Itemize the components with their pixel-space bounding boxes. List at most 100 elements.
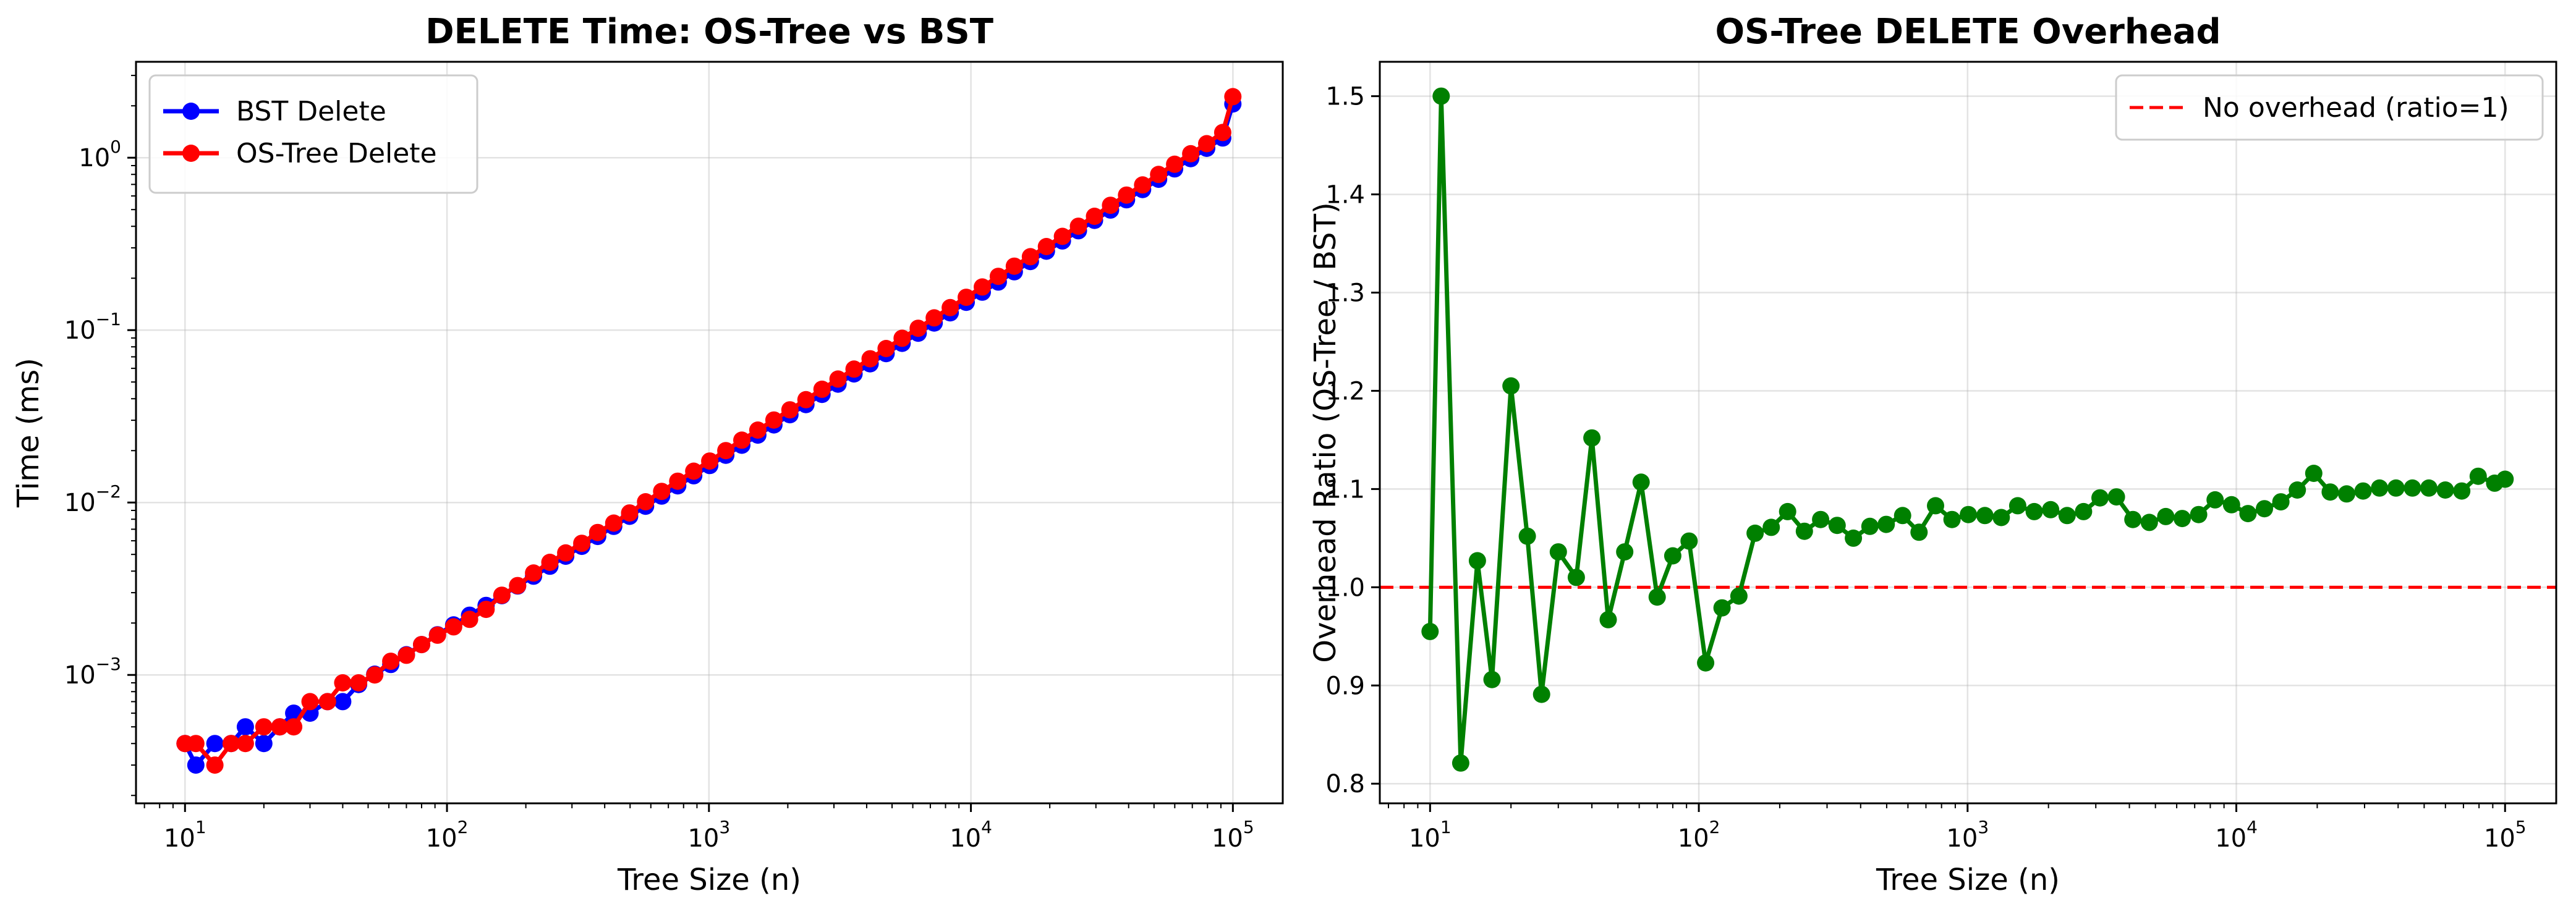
right-chart-x-axis-label: Tree Size (n): [1876, 863, 2060, 897]
right-chart-data-point: [2140, 514, 2158, 531]
right-chart-data-point: [1483, 670, 1501, 688]
left-chart-legend-box: [148, 74, 478, 194]
left-chart-data-point: [428, 626, 446, 644]
right-chart-data-point: [1518, 527, 1536, 545]
right-chart-data-point: [1549, 543, 1567, 561]
left-chart-data-point: [206, 756, 224, 774]
left-chart-data-point: [1198, 135, 1215, 153]
left-chart-data-point: [350, 674, 368, 691]
right-chart-data-point: [2025, 502, 2043, 520]
left-chart-data-point: [573, 535, 591, 552]
right-chart-data-point: [1828, 517, 1846, 535]
left-chart-data-point: [397, 646, 415, 664]
right-chart-y-tick-label: 1.4: [1325, 181, 1365, 209]
left-chart-data-point: [236, 718, 254, 736]
left-chart-y-tick-label: 100: [79, 137, 121, 172]
right-chart-data-point: [2272, 493, 2290, 511]
left-chart-data-point: [733, 431, 750, 449]
left-chart-data-point: [301, 693, 319, 711]
left-chart-data-point: [1102, 197, 1120, 214]
right-chart-x-tick-label: 103: [1946, 817, 1989, 853]
right-chart-data-point: [1762, 518, 1780, 536]
left-chart-data-point: [334, 693, 352, 711]
right-chart-data-point: [2157, 507, 2175, 525]
left-chart-data-point: [271, 718, 289, 736]
left-chart-data-point: [285, 718, 303, 736]
left-chart-data-point: [621, 504, 639, 522]
left-chart-data-point: [685, 462, 703, 480]
left-chart-x-tick-label: 102: [426, 817, 469, 853]
left-chart-data-point: [525, 564, 543, 582]
right-chart-data-point: [1421, 622, 1439, 640]
left-chart-data-point: [958, 289, 975, 307]
left-chart-data-point: [861, 350, 879, 368]
left-chart-data-point: [1134, 176, 1152, 194]
right-chart-title: OS-Tree DELETE Overhead: [1715, 12, 2221, 52]
left-chart-legend-marker: [182, 145, 200, 162]
left-chart-data-point: [765, 411, 783, 429]
left-chart-data-point: [366, 666, 384, 684]
right-chart-data-point: [1567, 569, 1585, 586]
left-chart-data-point: [717, 442, 735, 460]
right-chart-panel: 101 102 103 104 1050.80.91.01.11.21.31.41.5 …: [1308, 12, 2557, 897]
right-chart-data-point: [2239, 505, 2257, 523]
right-chart-data-point: [2289, 481, 2306, 499]
right-chart-data-point: [1583, 429, 1601, 447]
right-chart-data-point: [1812, 510, 1830, 528]
right-chart-data-point: [1648, 588, 1666, 606]
left-chart-legend-marker: [182, 103, 200, 120]
right-chart-data-point: [1680, 532, 1698, 550]
right-chart-data-point: [1927, 497, 1944, 515]
left-chart-data-point: [1224, 88, 1242, 106]
left-chart-data-point: [701, 452, 719, 470]
left-chart-panel: 101 102 103 104 105 10−3 10−2 10−1 100 DELETE Ti…: [11, 12, 1284, 897]
left-chart-data-point: [813, 380, 831, 398]
left-chart-data-point: [637, 493, 655, 510]
right-chart-data-point: [1992, 509, 2010, 526]
left-chart-data-point: [444, 618, 462, 636]
left-chart-legend-label: BST Delete: [236, 96, 386, 127]
left-chart-data-point: [1118, 186, 1136, 204]
right-chart-x-tick-label: 104: [2215, 817, 2258, 853]
right-chart-y-tick-label: 0.9: [1325, 672, 1365, 700]
right-chart-data-point: [2321, 483, 2339, 501]
left-chart-data-point: [382, 653, 400, 670]
left-chart-data-point: [1021, 248, 1039, 266]
left-chart-data-point: [942, 298, 959, 316]
left-chart-legend-label: OS-Tree Delete: [236, 138, 437, 169]
left-chart-data-point: [653, 483, 671, 501]
right-chart-data-point: [1845, 529, 1863, 547]
left-chart-data-point: [318, 693, 336, 711]
left-chart-y-axis-label: Time (ms): [11, 358, 46, 508]
left-chart-data-point: [781, 401, 799, 419]
right-chart-data-point: [1976, 507, 1994, 525]
right-chart-legend: No overhead (ratio=1): [2115, 74, 2544, 141]
right-chart-legend-box: [2115, 74, 2544, 141]
right-chart-data-point: [1664, 547, 1681, 565]
left-chart-data-point: [605, 514, 623, 532]
left-chart-x-tick-label: 101: [164, 817, 206, 853]
left-chart-legend: BST Delete OS-Tree Delete: [148, 74, 478, 194]
left-chart-x-tick-label: 105: [1212, 817, 1254, 853]
left-chart-data-point: [1086, 208, 1103, 225]
right-chart-data-point: [2107, 488, 2125, 506]
left-chart-data-point: [477, 601, 495, 619]
left-chart-data-point: [461, 611, 478, 628]
right-chart-data-point: [1532, 685, 1550, 703]
right-chart-data-point: [1795, 522, 1813, 540]
right-chart-data-point: [1779, 502, 1796, 520]
left-chart-data-point: [413, 636, 430, 654]
left-chart-title: DELETE Time: OS-Tree vs BST: [425, 12, 993, 52]
left-chart-data-point: [797, 391, 815, 408]
left-chart-data-point: [334, 674, 352, 691]
left-chart-data-point: [222, 735, 240, 753]
left-chart-x-tick-label: 104: [950, 817, 992, 853]
left-chart-data-point: [589, 523, 606, 541]
left-chart-data-point: [1053, 227, 1071, 245]
right-chart-data-point: [1910, 523, 1928, 541]
right-chart-data-point: [2058, 507, 2076, 525]
left-chart-data-point: [236, 735, 254, 753]
right-chart-data-point: [1713, 599, 1731, 617]
